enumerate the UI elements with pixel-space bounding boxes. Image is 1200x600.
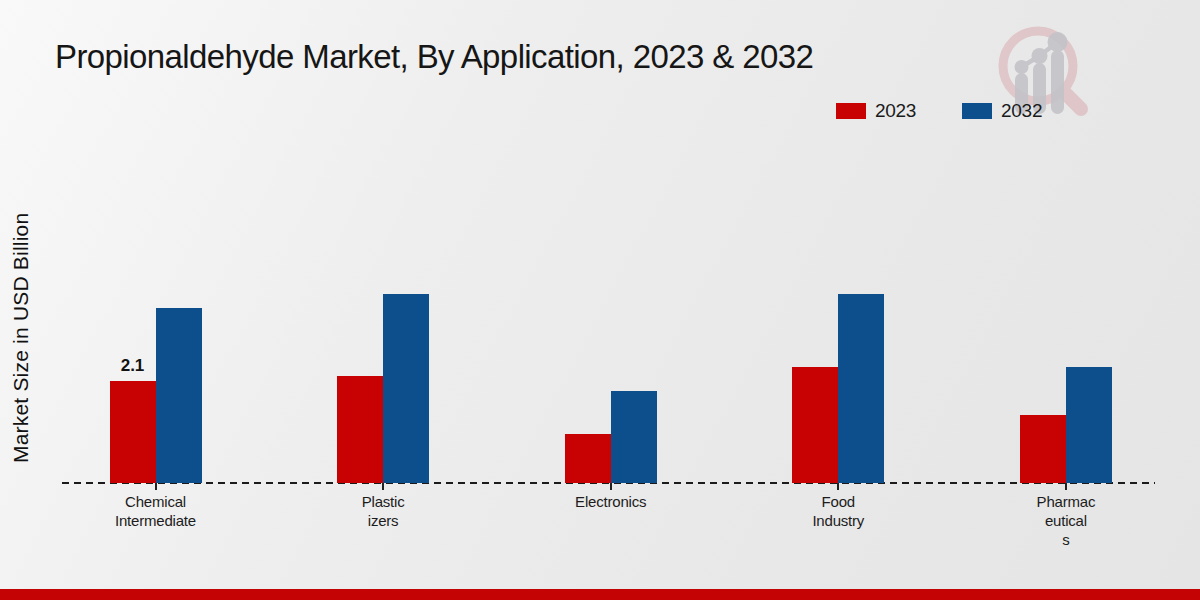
x-axis-tick: [382, 483, 384, 490]
bar-2032-electronics: [611, 391, 657, 483]
x-axis-tick: [837, 483, 839, 490]
bar-2023-pharmaceuticals: [1020, 415, 1066, 483]
bar-2023-plasticizers: [337, 376, 383, 483]
bar-value-label: 2.1: [93, 356, 173, 376]
footer-accent-bar: [0, 589, 1200, 600]
bar-2032-chemical-intermediate: [156, 308, 202, 483]
x-axis-category-label: Plasticizers: [303, 492, 463, 530]
x-axis-category-label: ChemicalIntermediate: [76, 492, 236, 530]
bar-2032-food-industry: [838, 294, 884, 483]
x-axis-category-label: FoodIndustry: [758, 492, 918, 530]
chart-canvas: Propionaldehyde Market, By Application, …: [0, 0, 1200, 600]
x-axis-tick: [610, 483, 612, 490]
bar-2023-chemical-intermediate: [110, 381, 156, 483]
plot-area: ChemicalIntermediate Plasticizers Electron…: [0, 0, 1200, 600]
x-axis-category-label: Pharmaceuticals: [986, 492, 1146, 549]
bar-2023-electronics: [565, 434, 611, 483]
bar-2023-food-industry: [792, 367, 838, 483]
bar-2032-pharmaceuticals: [1066, 367, 1112, 483]
x-axis-category-label: Electronics: [531, 492, 691, 511]
x-axis-tick: [155, 483, 157, 490]
bar-2032-plasticizers: [383, 294, 429, 483]
x-axis-tick: [1065, 483, 1067, 490]
